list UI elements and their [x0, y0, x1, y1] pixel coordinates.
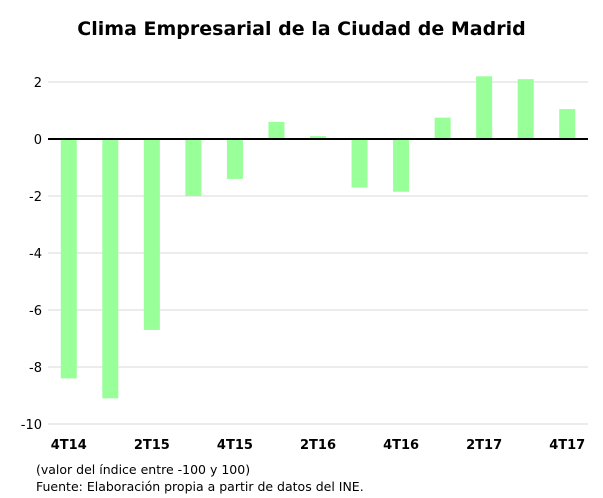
bar-2T16 [310, 136, 326, 139]
bar-4T14 [60, 139, 77, 379]
y-tick-label: -6 [29, 304, 42, 319]
chart-title: Clima Empresarial de la Ciudad de Madrid [77, 18, 526, 40]
bar-4T17 [559, 109, 576, 139]
bar-1T17 [434, 117, 451, 139]
bar-1T15 [102, 139, 119, 399]
x-tick-label: 4T15 [217, 438, 253, 453]
bar-2T15 [143, 139, 160, 330]
bar-2T17 [476, 76, 493, 139]
x-tick-label: 4T17 [549, 438, 585, 453]
bar-1T16 [268, 121, 285, 139]
bar-3T16 [351, 139, 368, 188]
x-tick-label: 2T15 [134, 438, 170, 453]
y-tick-label: -10 [21, 418, 42, 433]
x-tick-label: 2T16 [300, 438, 336, 453]
y-tick-label: 2 [34, 76, 42, 91]
y-tick-label: -8 [29, 361, 42, 376]
note-source: Fuente: Elaboración propia a partir de d… [36, 479, 364, 494]
note-index-range: (valor del índice entre -100 y 100) [36, 462, 251, 477]
y-tick-label: 0 [34, 133, 42, 148]
bar-4T15 [226, 139, 243, 179]
x-tick-label: 2T17 [466, 438, 502, 453]
x-tick-label: 4T14 [51, 438, 87, 453]
y-tick-label: -2 [29, 190, 42, 205]
bar-3T17 [517, 79, 534, 139]
x-tick-label: 4T16 [383, 438, 419, 453]
bar-4T16 [393, 139, 410, 192]
y-tick-label: -4 [29, 247, 42, 262]
bar-3T15 [185, 139, 202, 196]
